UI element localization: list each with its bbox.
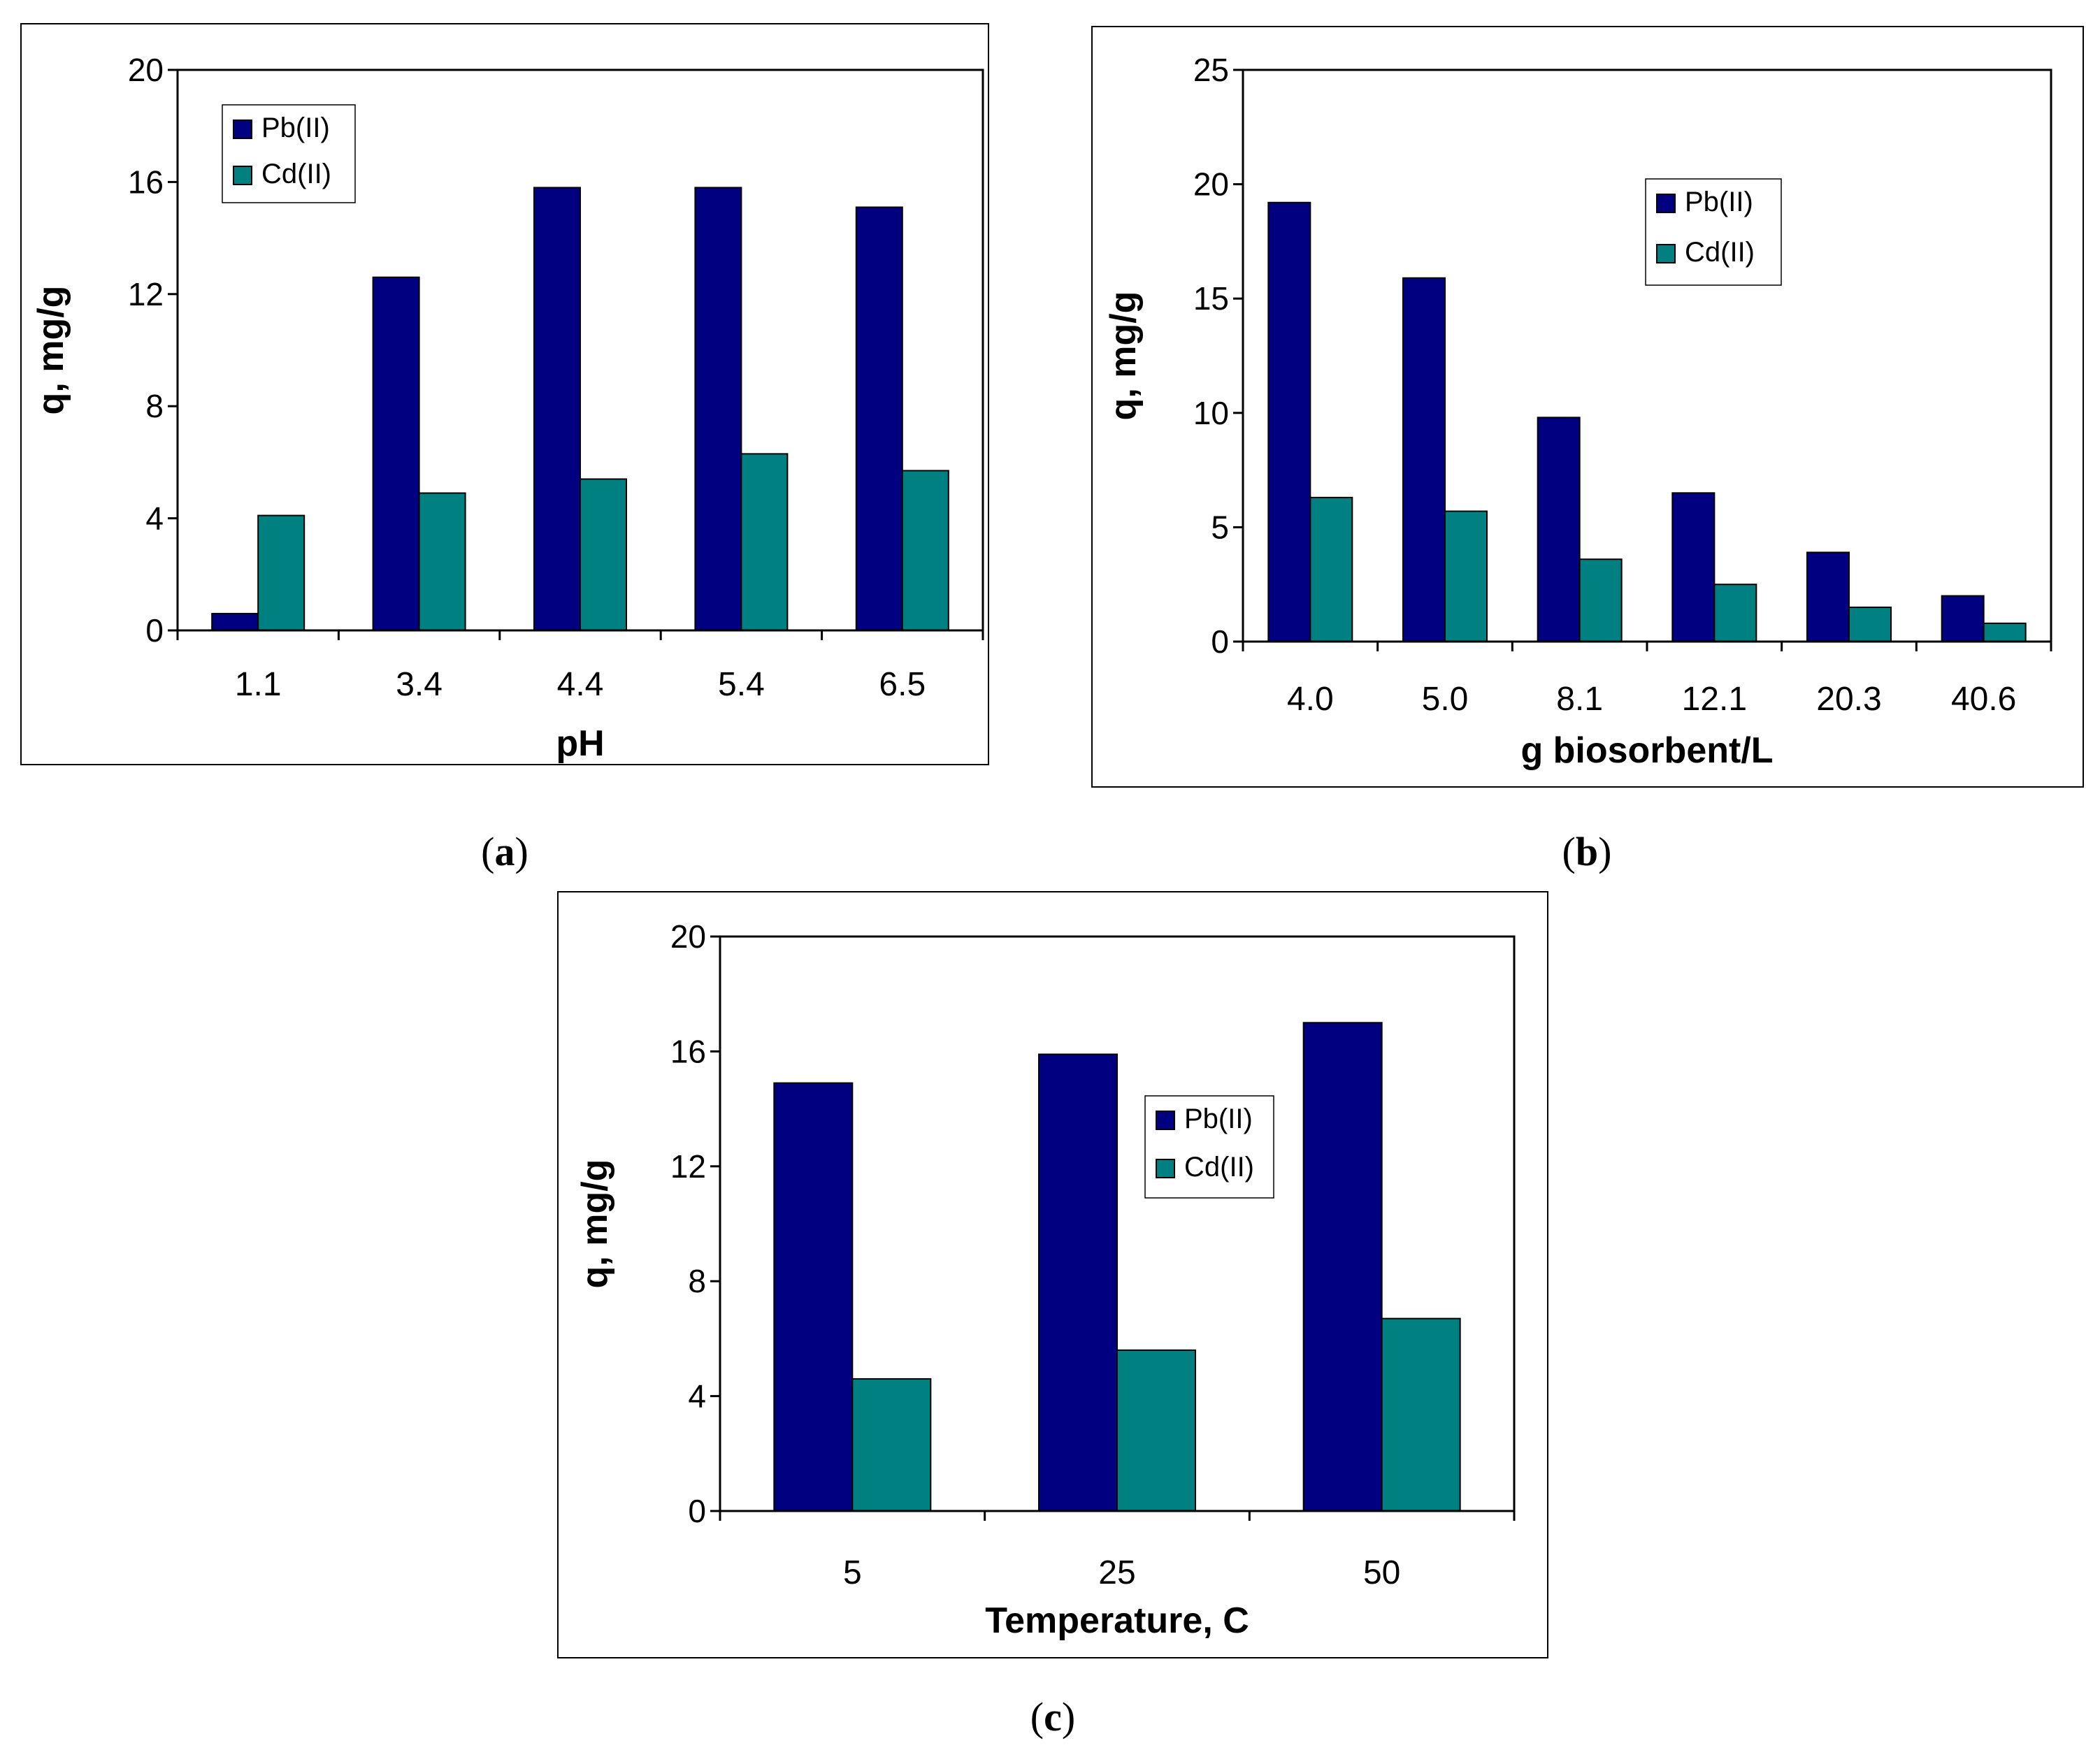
bar-pb bbox=[1267, 201, 1311, 642]
x-tick-label: 50 bbox=[1363, 1554, 1400, 1591]
bar-cd bbox=[1848, 606, 1892, 642]
y-axis-label: q, mg/g bbox=[575, 1159, 615, 1289]
legend-label-pb: Pb(II) bbox=[1184, 1104, 1253, 1134]
x-axis-label: pH bbox=[556, 723, 604, 764]
chart-frame bbox=[20, 23, 989, 765]
x-tick-label: 1.1 bbox=[235, 666, 282, 703]
legend-swatch-cd bbox=[1156, 1159, 1175, 1178]
x-axis-label: Temperature, C bbox=[985, 1600, 1249, 1641]
y-tick-label: 0 bbox=[145, 612, 164, 649]
chart-panel-c: 0 4 8 12 16 20 5 25 50 Temperature, C q, mg/g Pb(II… bbox=[557, 891, 1548, 1740]
legend-label-pb: Pb(II) bbox=[1685, 187, 1753, 217]
y-tick-label: 12 bbox=[670, 1148, 706, 1185]
legend-label-cd: Cd(II) bbox=[1184, 1152, 1254, 1183]
legend-label-cd: Cd(II) bbox=[1685, 237, 1755, 268]
y-tick-label: 0 bbox=[688, 1493, 706, 1529]
bar-cd bbox=[418, 492, 466, 632]
x-tick-label: 40.6 bbox=[1951, 681, 2016, 718]
chart-panel-b: 0 5 10 15 20 25 4.0 5.0 8.1 12.1 20.3 40.6 g biosorb… bbox=[1091, 26, 2084, 874]
chart-frame bbox=[1091, 26, 2084, 788]
bar-cd bbox=[1444, 510, 1488, 642]
legend-label-cd: Cd(II) bbox=[261, 159, 331, 189]
chart-frame bbox=[557, 891, 1548, 1658]
bar-pb bbox=[1806, 551, 1850, 643]
chart-panel-a: 0 4 8 12 16 20 1.1 3.4 4.4 5.4 6.5 pH q, mg/g Pb(II) C… bbox=[20, 23, 989, 874]
x-tick-label: 8.1 bbox=[1556, 681, 1603, 718]
y-tick-label: 15 bbox=[1193, 280, 1229, 317]
bar-pb bbox=[1402, 277, 1446, 642]
legend-swatch-cd bbox=[1656, 244, 1676, 263]
panel-caption: (b) bbox=[1562, 829, 1612, 874]
bar-cd bbox=[901, 470, 949, 631]
x-tick-label: 5.0 bbox=[1422, 681, 1469, 718]
legend-swatch-cd bbox=[233, 166, 252, 185]
bar-pb bbox=[533, 187, 581, 632]
x-tick-label: 6.5 bbox=[879, 666, 926, 703]
y-tick-label: 16 bbox=[670, 1033, 706, 1069]
bar-cd bbox=[257, 514, 305, 632]
bar-pb bbox=[773, 1082, 854, 1512]
bar-cd bbox=[851, 1378, 932, 1512]
y-axis-label: q, mg/g bbox=[1103, 291, 1144, 421]
y-tick-label: 20 bbox=[128, 52, 164, 88]
legend-swatch-pb bbox=[1656, 194, 1676, 213]
legend-swatch-pb bbox=[1156, 1111, 1175, 1130]
y-tick-label: 20 bbox=[670, 918, 706, 955]
y-tick-label: 8 bbox=[688, 1263, 706, 1299]
x-axis-label: g biosorbent/L bbox=[1520, 730, 1773, 771]
bar-pb bbox=[1302, 1022, 1383, 1512]
bar-cd bbox=[1116, 1349, 1196, 1512]
bar-pb bbox=[1941, 595, 1985, 642]
y-tick-label: 5 bbox=[1211, 509, 1229, 545]
bar-cd bbox=[580, 478, 627, 632]
bar-pb bbox=[211, 612, 259, 632]
legend-swatch-pb bbox=[233, 120, 252, 139]
bar-pb bbox=[1537, 417, 1581, 642]
plot-area bbox=[1242, 68, 2052, 643]
y-tick-label: 20 bbox=[1193, 166, 1229, 203]
y-axis-label: q, mg/g bbox=[31, 286, 71, 415]
panel-caption: (a) bbox=[481, 829, 528, 874]
bar-pb bbox=[1038, 1053, 1118, 1512]
y-tick-label: 12 bbox=[128, 276, 164, 312]
x-tick-label: 5.4 bbox=[718, 666, 765, 703]
bar-cd bbox=[1713, 584, 1757, 643]
x-tick-label: 4.4 bbox=[557, 666, 604, 703]
y-tick-label: 8 bbox=[145, 388, 164, 424]
y-tick-label: 10 bbox=[1193, 395, 1229, 431]
bar-cd bbox=[740, 453, 789, 631]
legend-label-pb: Pb(II) bbox=[261, 113, 330, 143]
y-tick-label: 4 bbox=[145, 500, 164, 537]
x-tick-label: 12.1 bbox=[1682, 681, 1747, 718]
y-tick-label: 16 bbox=[128, 164, 164, 200]
bar-cd bbox=[1983, 622, 2027, 642]
bar-pb bbox=[1671, 492, 1716, 642]
y-tick-label: 0 bbox=[1211, 623, 1229, 660]
bar-pb bbox=[372, 276, 420, 631]
bar-cd bbox=[1578, 558, 1623, 643]
x-tick-label: 4.0 bbox=[1287, 681, 1334, 718]
bar-cd bbox=[1381, 1317, 1461, 1512]
bar-cd bbox=[1309, 496, 1353, 643]
x-tick-label: 3.4 bbox=[396, 666, 443, 703]
bar-pb bbox=[855, 206, 903, 631]
y-tick-label: 4 bbox=[688, 1378, 706, 1415]
x-tick-label: 25 bbox=[1098, 1554, 1135, 1591]
x-tick-label: 5 bbox=[843, 1554, 862, 1591]
bar-pb bbox=[694, 187, 742, 632]
x-tick-label: 20.3 bbox=[1816, 681, 1881, 718]
y-tick-label: 25 bbox=[1193, 52, 1229, 88]
panel-caption: (c) bbox=[1030, 1694, 1075, 1740]
